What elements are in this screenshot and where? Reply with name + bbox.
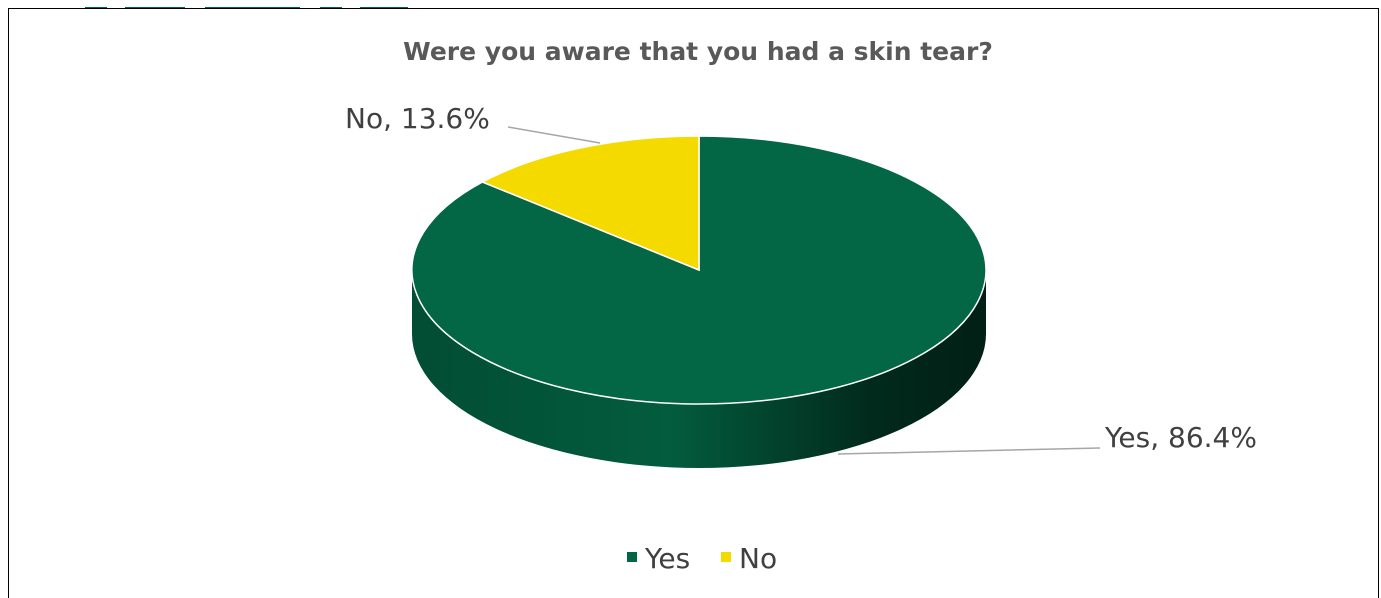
legend: Yes No	[627, 542, 777, 575]
data-label-no: No, 13.6%	[345, 102, 490, 135]
chart-title: Were you aware that you had a skin tear?	[403, 37, 993, 66]
legend-swatch-no	[721, 552, 731, 562]
legend-swatch-yes	[627, 552, 637, 562]
header-strip	[0, 0, 1381, 8]
data-label-yes: Yes, 86.4%	[1104, 421, 1257, 454]
header-strip-graphic	[85, 7, 408, 8]
leader-line-no	[507, 126, 601, 144]
pie-side-wall	[412, 270, 986, 468]
leader-line-yes	[837, 447, 1101, 455]
pie-group	[411, 135, 987, 468]
legend-label-no: No	[739, 542, 777, 575]
legend-label-yes: Yes	[644, 542, 690, 575]
pie-slice-no	[480, 135, 700, 272]
